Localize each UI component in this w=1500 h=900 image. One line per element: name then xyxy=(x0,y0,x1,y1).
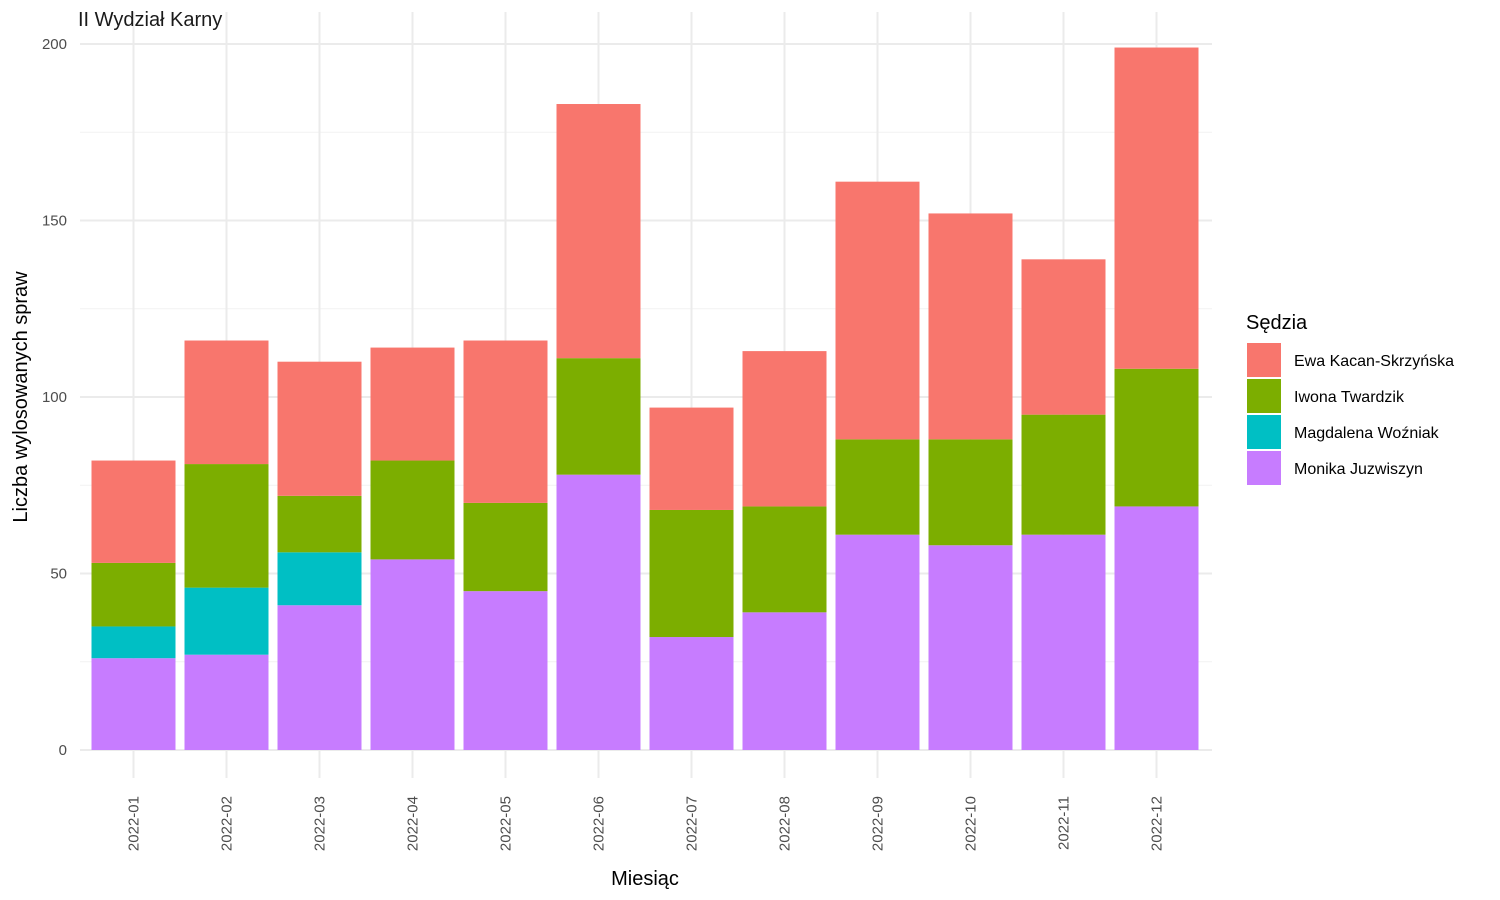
chart-title: II Wydział Karny xyxy=(78,9,222,31)
bar-segment xyxy=(184,464,269,588)
x-tick-label: 2022-01 xyxy=(126,796,143,851)
y-tick-label: 100 xyxy=(42,389,67,406)
bar-segment xyxy=(370,347,455,461)
bar-segment xyxy=(370,460,455,560)
x-axis-title: Miesiąc xyxy=(611,868,679,890)
x-tick-label: 2022-12 xyxy=(1149,796,1166,851)
bar-segment xyxy=(556,474,641,750)
bar-segment xyxy=(742,351,827,507)
legend-swatch xyxy=(1247,343,1281,377)
bar-segment xyxy=(277,361,362,496)
bar-segment xyxy=(649,637,734,750)
bar-segment xyxy=(277,495,362,553)
bar-segment xyxy=(277,605,362,750)
bar-segment xyxy=(556,358,641,475)
bar-segment xyxy=(184,654,269,750)
bar-segment xyxy=(1114,506,1199,750)
x-tick-label: 2022-08 xyxy=(777,796,794,851)
bar-segment xyxy=(649,509,734,638)
bar-segment xyxy=(91,460,176,563)
bar-segment xyxy=(1021,534,1106,750)
legend-title: Sędzia xyxy=(1246,312,1308,334)
bar-segment xyxy=(742,612,827,750)
bar-segment xyxy=(1114,368,1199,507)
bar-segment xyxy=(463,502,548,592)
y-tick-label: 0 xyxy=(59,742,67,759)
x-tick-label: 2022-06 xyxy=(591,796,608,851)
bar-segment xyxy=(370,559,455,750)
bar-segment xyxy=(1021,259,1106,415)
x-tick-label: 2022-04 xyxy=(405,796,422,851)
bar-segment xyxy=(277,552,362,606)
bar-segment xyxy=(928,439,1013,546)
bar-segment xyxy=(928,213,1013,440)
x-tick-label: 2022-10 xyxy=(963,796,980,851)
x-tick-label: 2022-05 xyxy=(498,796,515,851)
y-tick-label: 150 xyxy=(42,213,67,230)
x-tick-label: 2022-02 xyxy=(219,796,236,851)
bar-segment xyxy=(928,545,1013,750)
x-tick-label: 2022-03 xyxy=(312,796,329,851)
y-axis-ticks: 0 50 100 150 200 xyxy=(42,36,67,759)
bar-segment xyxy=(835,181,920,440)
y-tick-label: 200 xyxy=(42,36,67,53)
bar-segment xyxy=(184,587,269,655)
bar-segment xyxy=(835,439,920,535)
legend-swatch xyxy=(1247,379,1281,413)
bar-segment xyxy=(91,626,176,659)
legend: Sędzia Ewa Kacan-Skrzyńska Iwona Twardzik… xyxy=(1246,312,1454,485)
x-tick-label: 2022-07 xyxy=(684,796,701,851)
bar-segment xyxy=(1114,47,1199,369)
bar-segment xyxy=(649,407,734,510)
legend-label: Monika Juzwiszyn xyxy=(1294,461,1423,478)
bar-segment xyxy=(463,340,548,503)
bar-segment xyxy=(184,340,269,465)
x-axis-ticks: 2022-01 2022-02 2022-03 2022-04 2022-05 2022-… xyxy=(126,796,1166,851)
legend-swatch xyxy=(1247,415,1281,449)
bar-segment xyxy=(742,506,827,613)
bar-segment xyxy=(1021,414,1106,535)
bars xyxy=(91,47,1199,750)
y-axis-title: Liczba wylosowanych spraw xyxy=(10,271,32,523)
bar-segment xyxy=(91,562,176,627)
bar-segment xyxy=(91,658,176,750)
legend-swatch xyxy=(1247,451,1281,485)
legend-label: Iwona Twardzik xyxy=(1294,389,1405,406)
bar-segment xyxy=(463,591,548,750)
bar-segment xyxy=(556,104,641,359)
bar-segment xyxy=(835,534,920,750)
y-tick-label: 50 xyxy=(50,566,67,583)
legend-label: Ewa Kacan-Skrzyńska xyxy=(1294,353,1454,370)
legend-label: Magdalena Woźniak xyxy=(1294,425,1440,442)
x-tick-label: 2022-11 xyxy=(1056,796,1073,850)
x-tick-label: 2022-09 xyxy=(870,796,887,851)
